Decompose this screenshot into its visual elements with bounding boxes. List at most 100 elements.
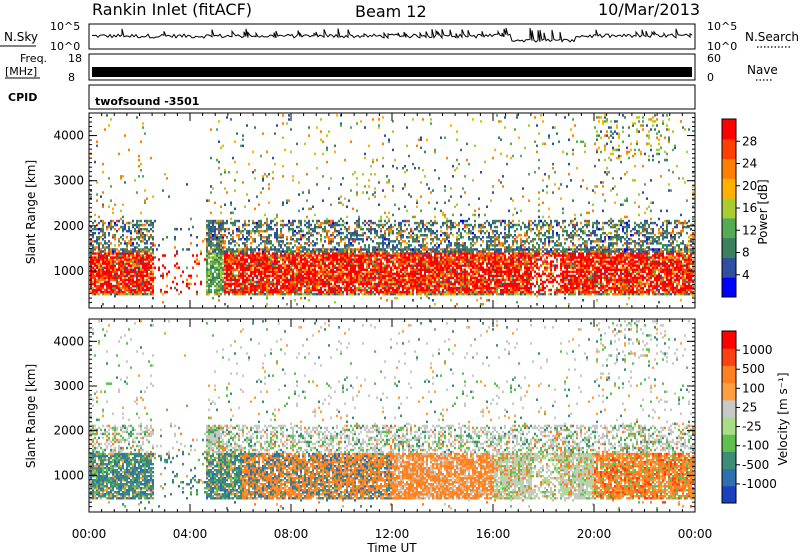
- power-cell: [138, 227, 140, 231]
- power-cell: [262, 262, 264, 265]
- power-cell: [322, 274, 324, 278]
- power-cell: [316, 274, 318, 278]
- power-cell: [216, 278, 218, 282]
- power-cell: [396, 250, 398, 253]
- power-cell: [270, 270, 272, 273]
- power-cell: [308, 225, 310, 229]
- power-cell: [128, 221, 130, 225]
- power-cell: [308, 276, 310, 280]
- power-cell: [420, 227, 422, 231]
- power-cell: [336, 274, 338, 278]
- power-cell: [268, 278, 270, 282]
- power-cell: [240, 282, 242, 286]
- freq-label-1: Freq.: [20, 52, 47, 65]
- power-cell: [268, 225, 270, 229]
- power-cell: [148, 256, 150, 259]
- power-cell: [266, 260, 268, 263]
- power-cell: [272, 156, 274, 160]
- power-cell: [414, 166, 416, 170]
- power-cell: [248, 219, 250, 223]
- power-cell: [378, 262, 380, 265]
- power-cell: [276, 213, 278, 217]
- power-cell: [238, 227, 240, 231]
- power-cell: [238, 280, 240, 284]
- power-cell: [106, 246, 108, 249]
- power-cell: [260, 278, 262, 282]
- power-cell: [282, 260, 284, 263]
- power-cell: [190, 276, 192, 280]
- power-cell: [124, 256, 126, 259]
- power-cell: [108, 276, 110, 280]
- power-cell: [446, 217, 448, 221]
- power-cell: [262, 292, 264, 296]
- power-cell: [266, 217, 268, 221]
- power-cell: [272, 248, 274, 251]
- power-cell: [96, 274, 98, 278]
- power-cell: [112, 258, 114, 261]
- power-cell: [322, 254, 324, 257]
- power-cell: [282, 270, 284, 273]
- power-cell: [248, 162, 250, 166]
- power-cell: [90, 284, 92, 288]
- power-cell: [418, 248, 420, 251]
- power-cell: [408, 244, 410, 247]
- power-cell: [206, 274, 208, 278]
- power-cell: [216, 234, 218, 237]
- power-cell: [258, 268, 260, 271]
- power-cell: [132, 242, 134, 245]
- power-cell: [128, 288, 130, 292]
- power-cell: [130, 268, 132, 271]
- power-cell: [232, 156, 234, 160]
- power-cell: [94, 213, 96, 217]
- power-cell: [296, 282, 298, 286]
- power-cell: [348, 199, 350, 202]
- power-cell: [142, 240, 144, 243]
- power-cell: [104, 246, 106, 249]
- power-cell: [270, 221, 272, 225]
- power-cell: [292, 256, 294, 259]
- freq-panel-frame: [88, 53, 696, 81]
- power-cell: [424, 227, 426, 231]
- power-cell: [254, 207, 256, 211]
- power-cell: [294, 240, 296, 243]
- power-cell: [244, 254, 246, 257]
- power-cell: [310, 223, 312, 227]
- power-cell: [408, 154, 410, 158]
- power-cell: [148, 286, 150, 290]
- power-cell: [298, 276, 300, 280]
- power-cell: [350, 140, 352, 143]
- power-cell: [130, 286, 132, 290]
- power-cell: [132, 258, 134, 261]
- power-cell: [434, 236, 436, 239]
- power-cell: [208, 240, 210, 243]
- power-cell: [144, 262, 146, 265]
- power-cell: [274, 282, 276, 286]
- power-cell: [94, 260, 96, 263]
- power-cell: [124, 242, 126, 245]
- power-cell: [320, 240, 322, 243]
- power-cell: [92, 274, 94, 278]
- power-cell: [216, 260, 218, 263]
- power-cell: [90, 240, 92, 243]
- power-cell: [112, 207, 114, 211]
- power-cell: [318, 225, 320, 229]
- power-cell: [282, 276, 284, 280]
- power-cell: [346, 272, 348, 276]
- power-cell: [308, 223, 310, 227]
- power-cell: [148, 238, 150, 241]
- power-cell: [102, 258, 104, 261]
- power-cell: [108, 290, 110, 294]
- power-cell: [298, 248, 300, 251]
- power-cell: [246, 124, 248, 127]
- power-cell: [268, 260, 270, 263]
- power-cell: [274, 290, 276, 294]
- power-cell: [220, 282, 222, 286]
- power-cell: [120, 274, 122, 278]
- power-cell: [146, 250, 148, 253]
- power-cell: [154, 266, 156, 269]
- power-cell: [270, 256, 272, 259]
- power-cell: [126, 282, 128, 286]
- power-cell: [358, 234, 360, 237]
- power-cell: [180, 290, 182, 294]
- power-cell: [274, 276, 276, 280]
